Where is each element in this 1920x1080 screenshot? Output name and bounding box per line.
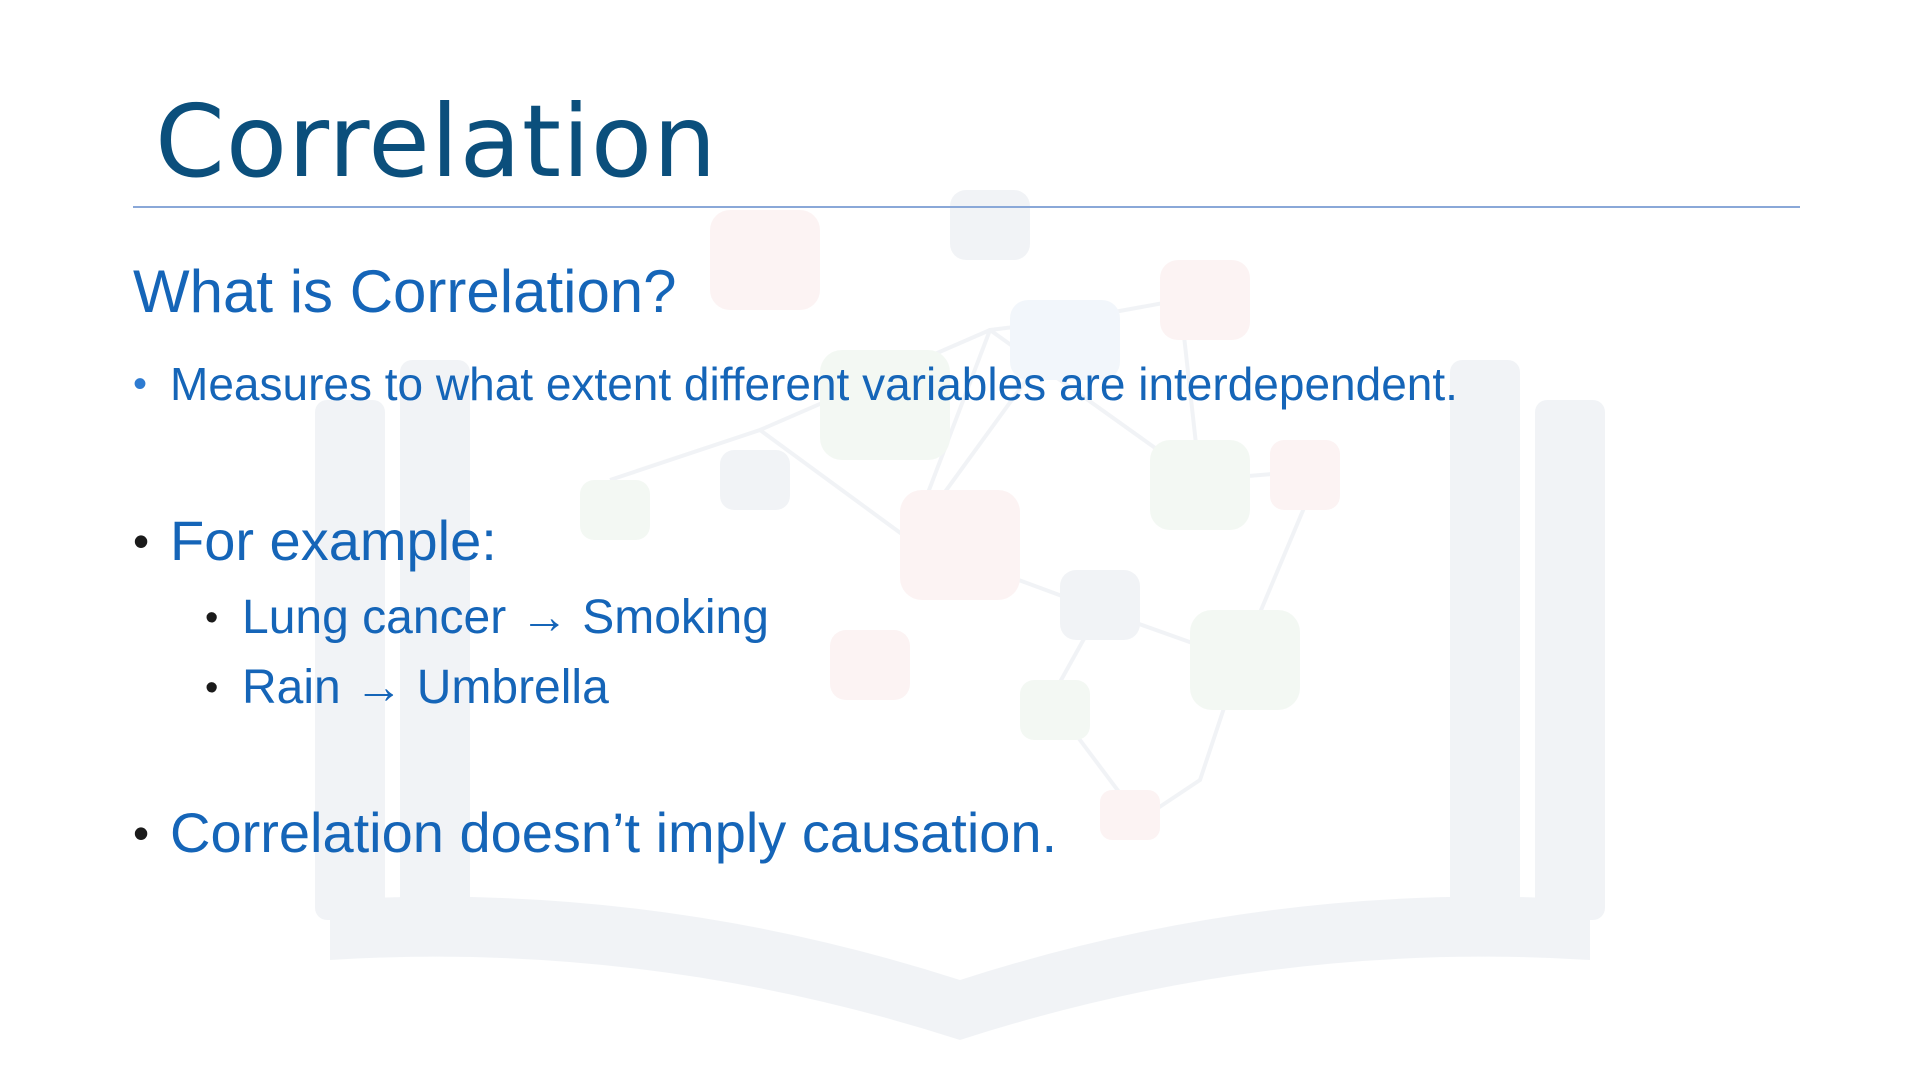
bullet-dot: • <box>205 597 219 639</box>
bullet-dot: • <box>205 667 219 709</box>
example-cause: Rain <box>242 661 341 714</box>
bullet-definition: • Measures to what extent different vari… <box>133 352 1458 416</box>
right-arrow-icon: → <box>520 591 569 644</box>
sub-bullet-example: • Rain → Umbrella <box>205 656 609 720</box>
bullet-example: • For example: <box>133 503 497 579</box>
bullet-text: For example: <box>170 509 497 572</box>
bullet-dot: • <box>133 807 150 859</box>
right-arrow-icon: → <box>354 661 403 714</box>
section-heading: What is Correlation? <box>133 258 677 325</box>
sub-bullet-example: • Lung cancer → Smoking <box>205 586 769 650</box>
bullet-text: Correlation doesn’t imply causation. <box>170 801 1058 864</box>
bullet-text: Measures to what extent different variab… <box>170 358 1458 410</box>
bullet-causation: • Correlation doesn’t imply causation. <box>133 795 1058 871</box>
bullet-dot: • <box>133 515 150 567</box>
example-cause: Lung cancer <box>242 591 507 644</box>
slide-title: Correlation <box>155 83 718 200</box>
example-effect: Smoking <box>582 591 769 644</box>
bullet-dot: • <box>133 362 148 406</box>
example-effect: Umbrella <box>416 661 609 714</box>
title-underline <box>133 206 1800 208</box>
